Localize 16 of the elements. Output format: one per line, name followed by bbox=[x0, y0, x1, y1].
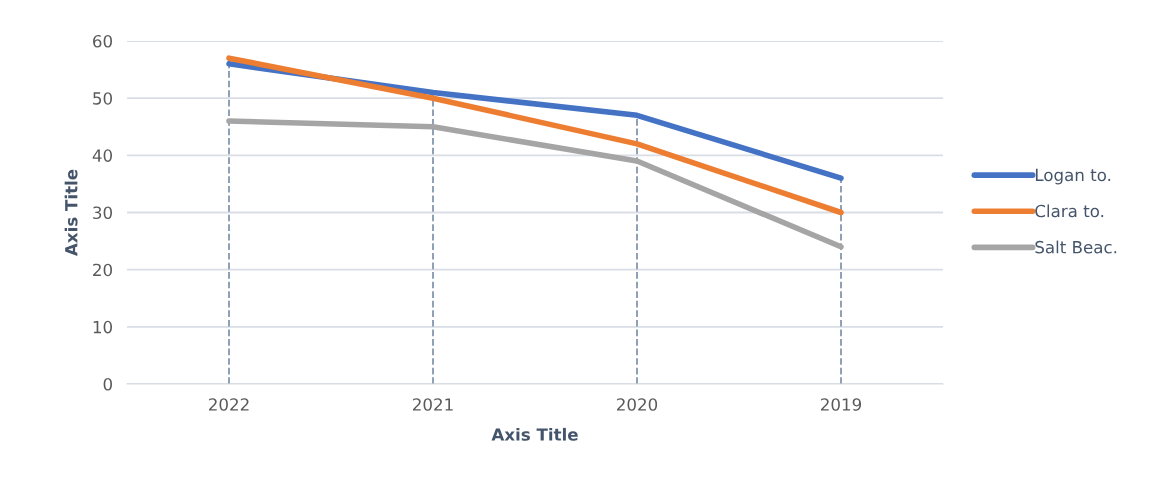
x-tick-label: 2021 bbox=[413, 398, 453, 411]
x-tick-label: 2019 bbox=[821, 398, 862, 411]
y-tick-label: 20 bbox=[93, 263, 112, 277]
x-tick-label: 2022 bbox=[209, 398, 249, 411]
y-tick-label: 60 bbox=[93, 34, 112, 48]
legend-label: Clara to. bbox=[1035, 204, 1104, 218]
y-tick-label: 0 bbox=[103, 377, 112, 391]
y-tick-label: 30 bbox=[93, 206, 112, 220]
y-axis-title: Axis Title bbox=[64, 169, 78, 256]
legend-label: Logan to. bbox=[1035, 168, 1111, 185]
x-axis-title: Axis Title bbox=[491, 427, 578, 441]
y-tick-label: 40 bbox=[92, 149, 112, 162]
legend-label: Salt Beac. bbox=[1035, 240, 1117, 254]
y-tick-label: 10 bbox=[93, 320, 112, 334]
x-tick-label: 2020 bbox=[617, 398, 658, 411]
y-tick-label: 50 bbox=[93, 92, 112, 105]
